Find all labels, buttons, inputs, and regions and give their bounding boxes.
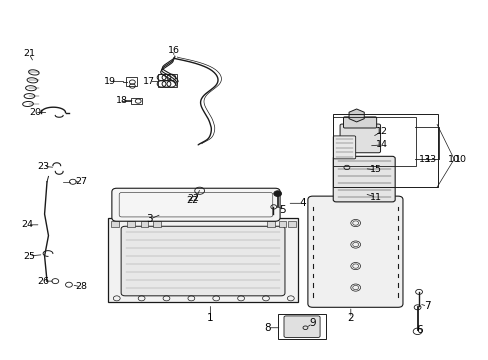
Circle shape (273, 191, 281, 197)
FancyBboxPatch shape (284, 316, 320, 337)
Polygon shape (348, 109, 364, 122)
Text: 24: 24 (21, 220, 34, 229)
Text: 18: 18 (115, 96, 127, 105)
FancyBboxPatch shape (332, 136, 355, 159)
Bar (141, 221, 148, 227)
Text: 5: 5 (279, 206, 285, 216)
Bar (153, 221, 160, 227)
Text: 13: 13 (424, 155, 436, 164)
Text: 9: 9 (309, 319, 315, 328)
Polygon shape (108, 218, 298, 302)
Bar (278, 221, 286, 227)
Bar (158, 74, 177, 87)
Text: 20: 20 (29, 108, 41, 117)
Text: 1: 1 (206, 313, 213, 323)
Bar (332, 114, 437, 187)
Text: 7: 7 (423, 301, 430, 311)
FancyBboxPatch shape (121, 226, 285, 296)
Text: 26: 26 (38, 276, 49, 285)
Text: 3: 3 (146, 215, 152, 224)
FancyBboxPatch shape (112, 188, 280, 221)
Text: 19: 19 (104, 77, 116, 86)
Text: 23: 23 (38, 162, 50, 171)
Text: 22: 22 (185, 196, 198, 205)
Text: 28: 28 (75, 282, 87, 291)
Bar (267, 221, 275, 227)
Text: 13: 13 (418, 155, 430, 164)
Bar (127, 221, 135, 227)
FancyBboxPatch shape (332, 156, 394, 202)
Text: 2: 2 (347, 313, 353, 323)
Bar (131, 98, 142, 104)
Text: 27: 27 (75, 177, 87, 186)
Text: 4: 4 (299, 198, 305, 208)
Bar (288, 221, 296, 227)
Text: 16: 16 (167, 46, 180, 55)
Bar (111, 221, 119, 227)
Text: 21: 21 (23, 49, 35, 58)
Text: 22: 22 (187, 194, 199, 203)
FancyBboxPatch shape (307, 196, 402, 307)
Text: 12: 12 (375, 127, 387, 136)
Text: 10: 10 (454, 155, 466, 164)
Text: 6: 6 (416, 325, 423, 335)
Text: 11: 11 (369, 193, 382, 202)
Text: 10: 10 (447, 155, 459, 164)
FancyBboxPatch shape (339, 124, 380, 153)
Bar (332, 117, 415, 166)
FancyBboxPatch shape (343, 117, 376, 128)
Bar (277, 314, 326, 338)
Text: 14: 14 (375, 140, 387, 149)
Text: 8: 8 (264, 323, 271, 333)
Text: 15: 15 (369, 166, 382, 175)
Bar (126, 77, 137, 86)
Text: 25: 25 (23, 252, 35, 261)
Text: 17: 17 (143, 77, 155, 86)
